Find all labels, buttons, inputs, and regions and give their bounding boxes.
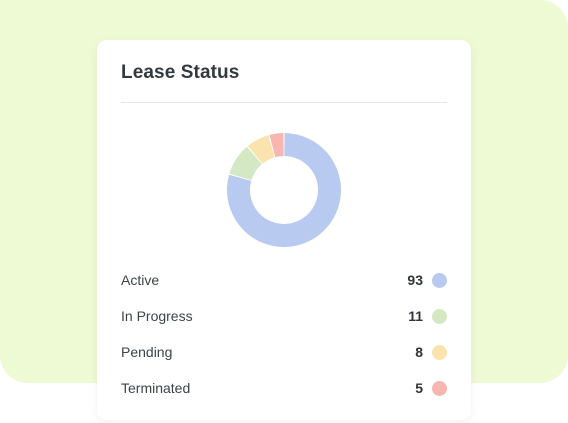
- donut-svg: [227, 133, 341, 247]
- lease-status-donut-chart: [225, 131, 343, 249]
- legend-row-in-progress: In Progress 11: [121, 298, 447, 334]
- donut-slice-in-progress: [229, 146, 262, 181]
- legend-dot: [432, 344, 447, 360]
- legend-label: In Progress: [121, 308, 193, 324]
- lease-status-card: Lease Status Active 93 In Progress 11 Pe…: [97, 40, 471, 420]
- legend-label: Active: [121, 272, 160, 288]
- legend-value: 5: [415, 380, 423, 396]
- legend-value: 8: [415, 344, 423, 360]
- legend: Active 93 In Progress 11 Pending 8 Termi…: [121, 262, 447, 406]
- legend-dot: [432, 272, 447, 288]
- legend-row-active: Active 93: [121, 262, 447, 298]
- donut-slice-terminated: [269, 133, 284, 158]
- divider: [121, 102, 447, 103]
- legend-dot: [432, 308, 447, 324]
- legend-label: Pending: [121, 344, 173, 360]
- legend-label: Terminated: [121, 380, 191, 396]
- donut-slice-pending: [247, 135, 275, 164]
- legend-value: 93: [407, 272, 423, 288]
- legend-row-pending: Pending 8: [121, 334, 447, 370]
- legend-row-terminated: Terminated 5: [121, 370, 447, 406]
- donut-slice-active: [227, 133, 341, 247]
- legend-value: 11: [408, 308, 423, 324]
- legend-dot: [432, 380, 447, 396]
- card-title: Lease Status: [121, 62, 240, 83]
